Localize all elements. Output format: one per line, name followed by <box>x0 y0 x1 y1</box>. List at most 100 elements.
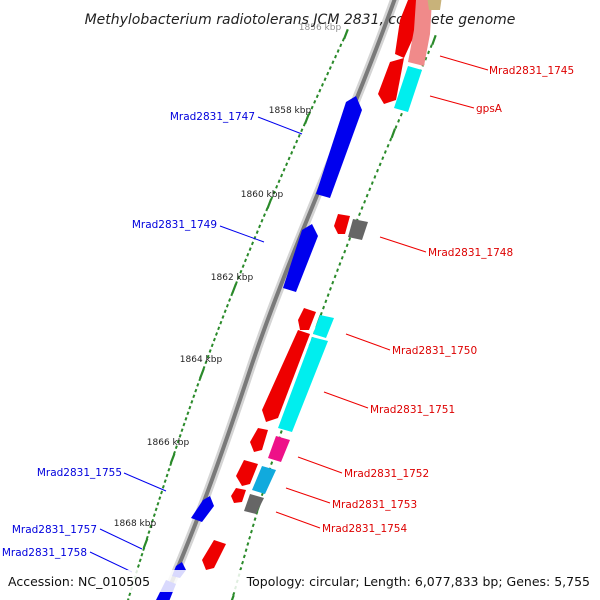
tick-mark <box>338 262 342 266</box>
tick-mark <box>214 332 219 336</box>
tick-mark <box>210 343 214 348</box>
tick-mark <box>333 274 337 279</box>
gene-label[interactable]: Mrad2831_1751 <box>370 404 455 416</box>
gene-arrow-1755[interactable] <box>191 496 214 522</box>
tick-mark <box>290 151 294 155</box>
tick-mark <box>174 445 178 450</box>
tick-mark <box>336 268 339 273</box>
tick-mark <box>248 535 252 540</box>
kbp-label: 1866 kbp <box>147 438 190 448</box>
gene-label[interactable]: Mrad2831_1752 <box>344 468 429 480</box>
leader-line-1758 <box>89 551 133 573</box>
gene-label[interactable]: Mrad2831_1757 <box>12 524 97 536</box>
tick-mark <box>180 428 184 433</box>
gene-block-1745-pink[interactable] <box>408 0 432 66</box>
gene-block-1754[interactable] <box>244 494 264 514</box>
tick-mark <box>363 199 367 204</box>
gene-arrow-lower[interactable] <box>202 540 226 570</box>
tick-mark <box>315 94 319 99</box>
tick-mark <box>186 411 190 416</box>
inner-tick-track <box>230 34 437 600</box>
gene-label[interactable]: Mrad2831_1747 <box>170 111 255 123</box>
gene-arrow-1753[interactable] <box>236 460 258 486</box>
tick-mark <box>138 558 142 563</box>
tick-mark <box>184 417 188 421</box>
tick-mark <box>318 88 322 93</box>
tick-mark <box>322 305 326 310</box>
tick-mark <box>169 453 176 464</box>
gene-arrow-1750[interactable] <box>298 308 316 330</box>
tick-mark <box>300 128 304 133</box>
tick-mark <box>142 538 149 549</box>
gene-arrow-1754[interactable] <box>231 488 246 503</box>
gene-label[interactable]: Mrad2831_1745 <box>489 65 574 77</box>
tick-mark <box>230 292 234 297</box>
tick-mark <box>253 517 257 521</box>
gene-arrow-1745[interactable] <box>378 58 404 104</box>
tick-mark <box>242 554 246 559</box>
tick-mark <box>431 34 437 46</box>
gene-label[interactable]: Mrad2831_1758 <box>2 547 87 559</box>
gene-label[interactable]: Mrad2831_1749 <box>132 219 217 231</box>
gene-label[interactable]: Mrad2831_1755 <box>37 467 122 479</box>
tick-mark <box>427 50 431 55</box>
leader-line-gpsA <box>429 95 475 109</box>
tick-mark <box>270 461 274 465</box>
tick-mark <box>326 293 330 297</box>
tick-mark <box>154 507 158 512</box>
gene-arrow-1751[interactable] <box>262 330 310 422</box>
gene-block-1748[interactable] <box>348 219 368 240</box>
tick-mark <box>255 230 259 234</box>
tick-mark <box>277 179 281 184</box>
tick-mark <box>429 44 433 49</box>
gene-block-1750[interactable] <box>313 315 334 338</box>
gene-arrow-1749[interactable] <box>283 224 318 292</box>
tick-mark <box>241 560 245 565</box>
tick-mark <box>136 564 140 568</box>
leader-line-1748 <box>379 236 427 253</box>
tick-mark <box>331 60 335 65</box>
tick-mark <box>390 128 397 139</box>
tick-mark <box>328 66 332 70</box>
kbp-label: 1864 kbp <box>180 355 223 365</box>
gene-arrow-1752[interactable] <box>250 428 268 452</box>
tick-mark <box>204 360 208 365</box>
gene-label[interactable]: Mrad2831_1748 <box>428 247 513 259</box>
gene-label[interactable]: gpsA <box>476 103 503 115</box>
tick-mark <box>246 252 250 257</box>
tick-mark <box>381 156 385 161</box>
gene-block-1753[interactable] <box>252 466 276 494</box>
tick-mark <box>360 206 364 210</box>
leader-line-1757 <box>99 528 143 550</box>
tick-mark <box>358 212 362 217</box>
gene-block-1752[interactable] <box>268 436 290 462</box>
tick-mark <box>231 283 237 294</box>
tick-mark <box>310 105 314 110</box>
gene-arrow-1747[interactable] <box>316 96 362 198</box>
gene-block-tan[interactable] <box>427 0 442 10</box>
tick-mark <box>178 434 182 438</box>
gene-label[interactable]: Mrad2831_1753 <box>332 499 417 511</box>
gene-block-1751[interactable] <box>278 337 328 432</box>
accession-text: Accession: NC_010505 <box>8 574 150 589</box>
gene-label[interactable]: Mrad2831_1754 <box>322 523 407 535</box>
gene-arrow-1745-upper[interactable] <box>395 0 420 58</box>
gene-label[interactable]: Mrad2831_1750 <box>392 345 477 357</box>
gene-block-gpsA[interactable] <box>394 66 422 112</box>
gene-arrow-1748[interactable] <box>334 214 350 234</box>
tick-mark <box>397 119 401 123</box>
leader-line-1747 <box>257 116 303 135</box>
tick-mark <box>147 530 151 534</box>
tick-mark <box>217 326 221 331</box>
tick-mark <box>223 309 227 314</box>
tick-mark <box>339 43 343 48</box>
tick-mark <box>262 213 266 217</box>
leader-line-1752 <box>297 456 343 474</box>
tick-mark <box>140 552 144 557</box>
tick-mark <box>326 71 330 76</box>
tick-mark <box>161 484 165 489</box>
outer-tick-track <box>126 28 349 600</box>
tick-mark <box>255 511 259 515</box>
tick-mark <box>275 184 279 189</box>
